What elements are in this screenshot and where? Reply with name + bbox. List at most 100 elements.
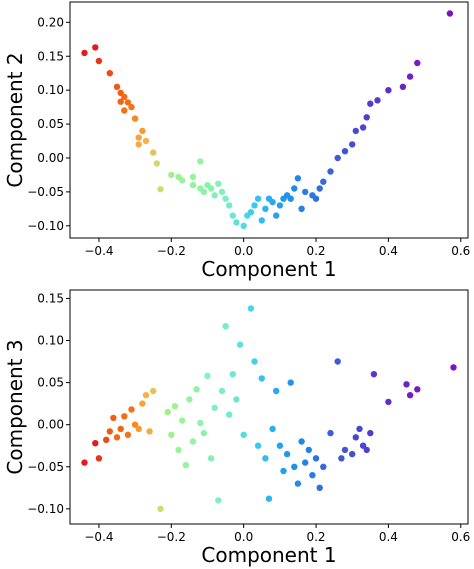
- data-point: [320, 178, 327, 185]
- data-point: [81, 49, 88, 57]
- x-tick-label: 0.6: [451, 530, 470, 544]
- data-point: [287, 195, 294, 202]
- x-tick-label: −0.2: [157, 530, 186, 544]
- data-point: [197, 158, 204, 165]
- data-point: [298, 438, 305, 445]
- y-tick-label: 0.10: [37, 334, 64, 348]
- data-point: [262, 205, 269, 212]
- data-point: [287, 379, 294, 386]
- data-point: [157, 505, 164, 512]
- data-point: [179, 177, 186, 184]
- data-point: [363, 446, 370, 454]
- data-point: [200, 429, 208, 437]
- data-point: [385, 398, 392, 406]
- data-point: [168, 171, 175, 179]
- data-point: [291, 463, 298, 470]
- y-tick-label: 0.05: [37, 376, 64, 390]
- data-point: [269, 425, 276, 433]
- y-axis-title: Component 2: [3, 52, 27, 187]
- y-tick-label: −0.10: [27, 219, 64, 233]
- x-tick-label: −0.4: [84, 530, 113, 544]
- data-point: [106, 70, 114, 77]
- data-point: [204, 372, 211, 380]
- data-point: [189, 438, 197, 445]
- data-point: [103, 436, 110, 443]
- data-point: [312, 195, 320, 202]
- data-point: [338, 455, 345, 462]
- data-point: [258, 375, 265, 382]
- x-tick-label: 0.4: [379, 530, 398, 544]
- data-point: [367, 429, 374, 437]
- data-point: [309, 472, 316, 479]
- data-point: [215, 180, 222, 187]
- data-point: [207, 185, 215, 192]
- data-point: [283, 450, 291, 458]
- y-tick-label: 0.15: [37, 49, 64, 63]
- plot-frame: [69, 1, 469, 239]
- x-tick-label: 0.2: [306, 244, 325, 258]
- y-tick-label: −0.05: [27, 460, 64, 474]
- data-point: [226, 411, 233, 418]
- data-point: [406, 73, 414, 80]
- x-tick-label: 0.2: [306, 530, 325, 544]
- data-point: [269, 198, 276, 206]
- data-point: [157, 186, 164, 193]
- data-point: [168, 431, 175, 438]
- data-point: [135, 134, 142, 141]
- data-point: [406, 392, 414, 399]
- data-point: [312, 455, 320, 462]
- data-point: [131, 115, 139, 122]
- x-axis-title: Component 1: [201, 543, 336, 567]
- data-point: [179, 417, 186, 424]
- data-point: [81, 459, 88, 466]
- data-point: [403, 381, 410, 388]
- data-point: [182, 461, 189, 469]
- data-point: [171, 403, 179, 410]
- data-point: [385, 87, 392, 94]
- data-point: [258, 217, 265, 224]
- data-point: [446, 10, 454, 17]
- data-point: [399, 83, 407, 91]
- data-point: [121, 413, 128, 420]
- data-point: [320, 463, 327, 470]
- data-point: [450, 364, 457, 371]
- data-point: [280, 467, 287, 475]
- data-point: [236, 341, 244, 348]
- data-point: [316, 484, 323, 491]
- data-point: [276, 202, 284, 209]
- y-tick-label: 0.10: [37, 83, 64, 97]
- data-point: [164, 408, 171, 416]
- data-point: [359, 442, 367, 449]
- x-tick-label: 0.0: [234, 530, 253, 544]
- x-tick-label: −0.2: [157, 244, 186, 258]
- data-point: [139, 400, 146, 407]
- data-point: [341, 148, 349, 155]
- data-point: [367, 100, 374, 107]
- data-point: [305, 446, 312, 454]
- data-point: [229, 212, 236, 219]
- data-point: [349, 450, 356, 458]
- data-point: [262, 455, 269, 462]
- data-point: [233, 219, 240, 226]
- data-point: [302, 459, 309, 466]
- data-point: [254, 442, 262, 449]
- data-point: [139, 127, 146, 135]
- data-point: [197, 419, 204, 427]
- data-point: [124, 431, 132, 438]
- data-point: [131, 421, 139, 428]
- data-point: [316, 185, 323, 192]
- data-point: [240, 431, 247, 438]
- data-point: [175, 446, 182, 454]
- data-point: [359, 124, 367, 131]
- data-point: [95, 455, 103, 462]
- data-point: [334, 154, 341, 162]
- data-point: [135, 425, 142, 433]
- data-point: [240, 222, 247, 229]
- data-point: [222, 195, 229, 202]
- data-point: [142, 137, 150, 145]
- y-tick-label: 0.20: [37, 15, 64, 29]
- y-axis-title: Component 3: [3, 339, 27, 474]
- x-axis-title: Component 1: [201, 257, 336, 281]
- data-point: [374, 97, 381, 104]
- data-point: [92, 440, 99, 447]
